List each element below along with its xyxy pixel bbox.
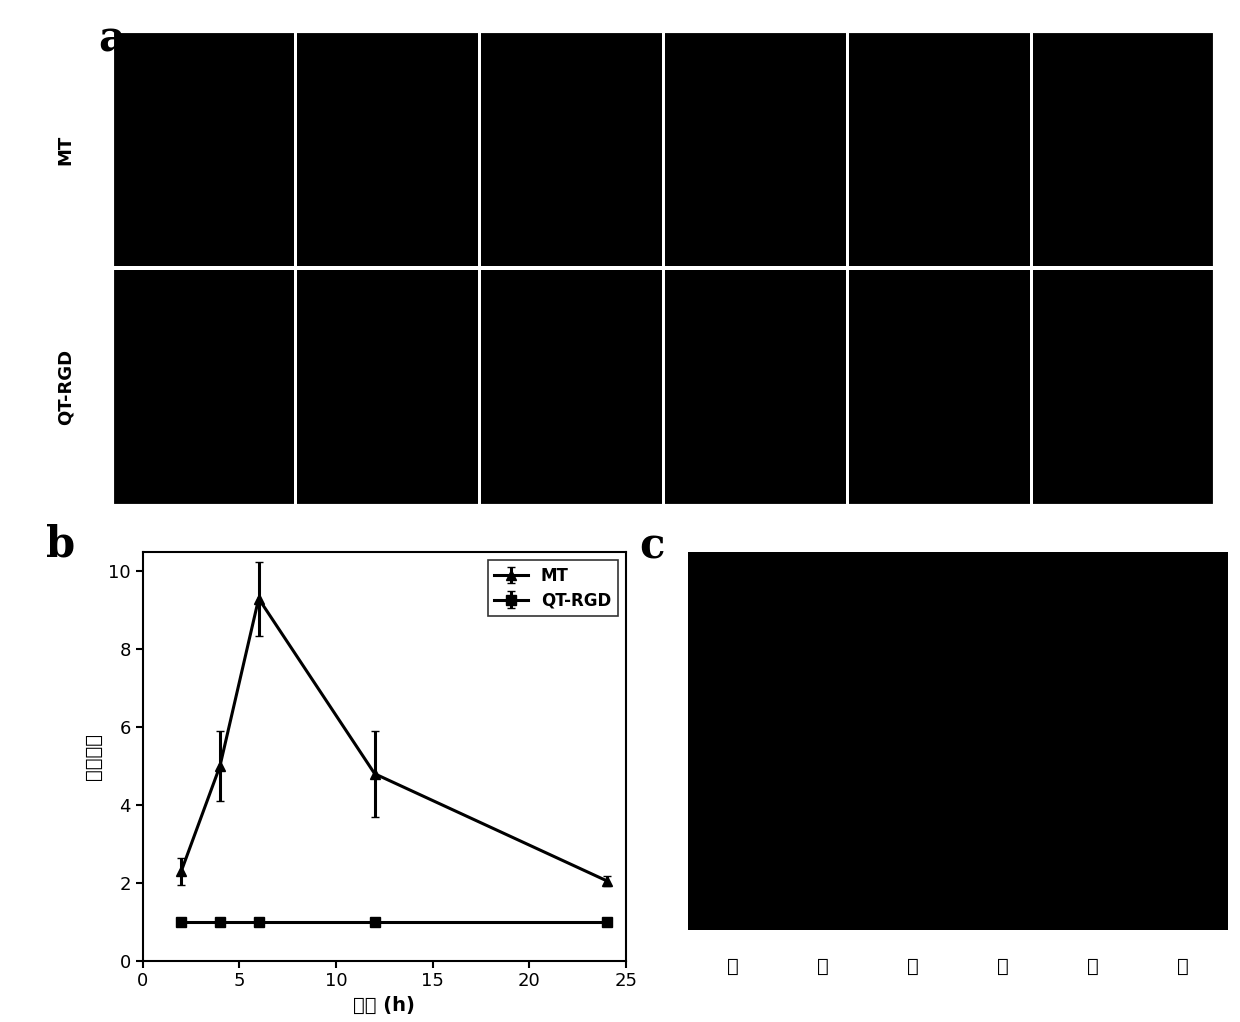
Bar: [298, 271, 477, 504]
Text: 6 h: 6 h: [735, 0, 775, 2]
Text: 心: 心: [728, 957, 739, 975]
Bar: [1033, 271, 1214, 504]
Text: 肺: 肺: [997, 957, 1008, 975]
Bar: [113, 33, 294, 266]
Text: a: a: [98, 18, 125, 60]
Bar: [1033, 33, 1214, 266]
Bar: [849, 271, 1029, 504]
Text: 肆: 肆: [1087, 957, 1099, 975]
Text: 24 h: 24 h: [1096, 0, 1151, 2]
Bar: [113, 271, 294, 504]
X-axis label: 时间 (h): 时间 (h): [353, 996, 415, 1015]
Bar: [298, 33, 477, 266]
Text: MT: MT: [57, 134, 74, 165]
Bar: [849, 33, 1029, 266]
Legend: MT, QT-RGD: MT, QT-RGD: [487, 560, 618, 616]
Text: 12 h: 12 h: [913, 0, 966, 2]
Bar: [481, 271, 662, 504]
Text: b: b: [46, 523, 74, 565]
Bar: [481, 33, 662, 266]
Text: 4 h: 4 h: [552, 0, 591, 2]
Text: QT-RGD: QT-RGD: [57, 350, 74, 425]
Text: 脾: 脾: [908, 957, 919, 975]
Bar: [665, 271, 846, 504]
Text: BF: BF: [187, 0, 219, 2]
Text: 肝: 肝: [817, 957, 828, 975]
Bar: [665, 33, 846, 266]
Text: 2 h: 2 h: [368, 0, 407, 2]
Text: 瘤: 瘤: [1177, 957, 1188, 975]
Text: c: c: [640, 525, 665, 567]
Y-axis label: 比率强度: 比率强度: [83, 733, 103, 780]
